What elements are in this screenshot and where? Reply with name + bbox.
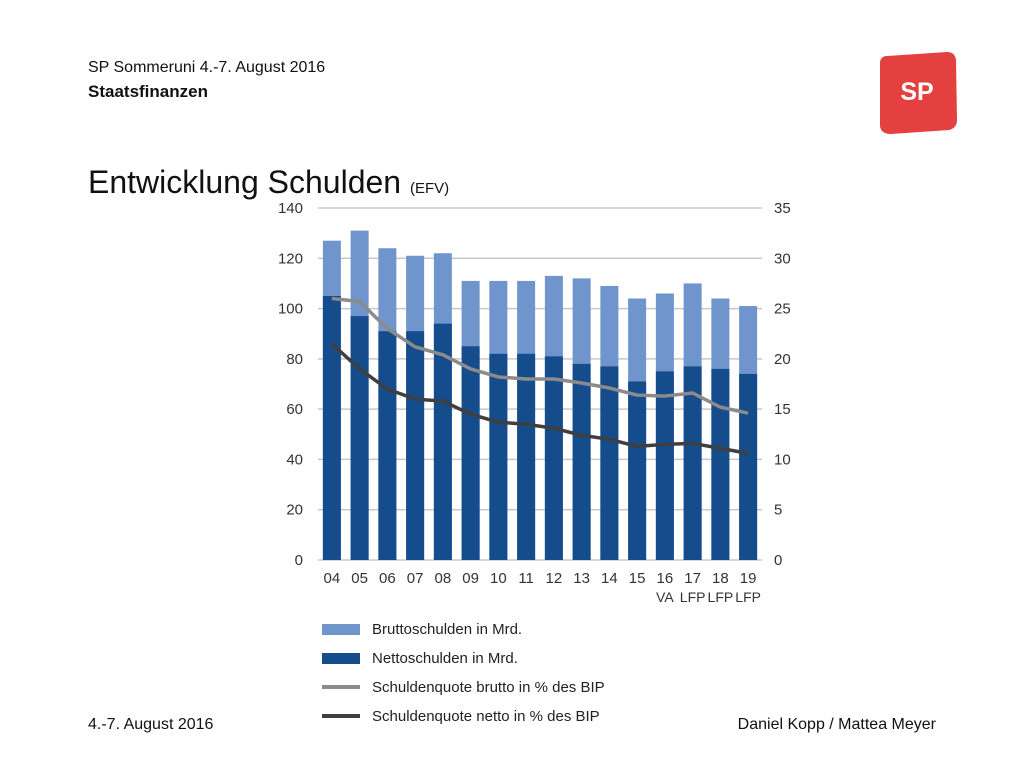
y-left-tick-label: 140 — [278, 200, 303, 217]
x-tick-label: 16 — [657, 570, 674, 587]
y-left-tick-label: 0 — [295, 552, 303, 569]
series-line — [330, 342, 749, 456]
y-right-tick-label: 20 — [774, 351, 791, 368]
footer-date: 4.-7. August 2016 — [88, 716, 214, 733]
header-topic: Staatsfinanzen — [88, 82, 208, 101]
x-tick-label: 07 — [407, 570, 424, 587]
y-right-tick-label: 35 — [774, 200, 791, 217]
x-tick-sublabel: LFP — [680, 589, 706, 605]
x-tick-label: 09 — [462, 570, 479, 587]
bar — [572, 363, 591, 560]
x-tick-label: 17 — [684, 570, 701, 587]
slide-title-main: Entwicklung Schulden — [88, 164, 402, 200]
y-left-tick-label: 100 — [278, 301, 303, 318]
sp-logo-shape — [880, 52, 957, 134]
bar — [628, 381, 647, 560]
bar — [433, 323, 452, 560]
x-tick-label: 08 — [435, 570, 452, 587]
bar — [544, 356, 563, 560]
bar — [655, 371, 674, 560]
bar — [461, 346, 480, 560]
x-tick-label: 04 — [324, 570, 341, 587]
sp-logo: SP — [876, 52, 958, 134]
bar — [683, 366, 702, 560]
bar — [600, 366, 619, 560]
legend-label: Schuldenquote netto in % des BIP — [372, 708, 600, 725]
x-tick-label: 19 — [740, 570, 757, 587]
bar — [378, 331, 397, 560]
footer-authors: Daniel Kopp / Mattea Meyer — [737, 716, 936, 733]
bar — [711, 368, 730, 560]
legend-swatch — [322, 653, 360, 664]
y-right-tick-label: 15 — [774, 401, 791, 418]
bar — [517, 353, 536, 560]
y-right-tick-label: 25 — [774, 301, 791, 318]
slide-title-source: (EFV) — [409, 180, 450, 197]
header-event: SP Sommeruni 4.-7. August 2016 — [88, 59, 326, 76]
x-tick-label: 12 — [546, 570, 563, 587]
x-tick-label: 14 — [601, 570, 618, 587]
legend-label: Nettoschulden in Mrd. — [372, 650, 518, 667]
y-right-tick-label: 0 — [774, 552, 782, 569]
bar — [739, 373, 758, 560]
y-left-tick-label: 80 — [286, 351, 303, 368]
legend-swatch — [322, 624, 360, 635]
x-tick-sublabel: LFP — [735, 589, 761, 605]
legend-label: Bruttoschulden in Mrd. — [372, 621, 522, 638]
sp-logo-text: SP — [900, 78, 934, 106]
x-tick-label: 13 — [573, 570, 590, 587]
bar — [322, 296, 341, 560]
x-tick-sublabel: LFP — [708, 589, 734, 605]
y-left-tick-label: 20 — [286, 502, 303, 519]
bar — [406, 331, 425, 560]
slide-title: Entwicklung Schulden (EFV) — [88, 164, 449, 201]
bar — [350, 316, 369, 560]
y-left-tick-label: 40 — [286, 451, 303, 468]
series-line — [331, 296, 749, 415]
x-tick-label: 15 — [629, 570, 646, 587]
y-left-tick-label: 120 — [278, 250, 303, 267]
y-right-tick-label: 10 — [774, 451, 791, 468]
bar — [489, 353, 508, 560]
x-tick-label: 11 — [518, 570, 534, 587]
x-tick-label: 05 — [351, 570, 368, 587]
x-tick-label: 06 — [379, 570, 396, 587]
y-right-tick-label: 5 — [774, 502, 782, 519]
legend-label: Schuldenquote brutto in % des BIP — [372, 679, 605, 696]
y-right-tick-label: 30 — [774, 250, 791, 267]
x-tick-label: 10 — [490, 570, 507, 587]
x-tick-sublabel: VA — [656, 589, 674, 605]
x-tick-label: 18 — [712, 570, 729, 587]
y-left-tick-label: 60 — [286, 401, 303, 418]
